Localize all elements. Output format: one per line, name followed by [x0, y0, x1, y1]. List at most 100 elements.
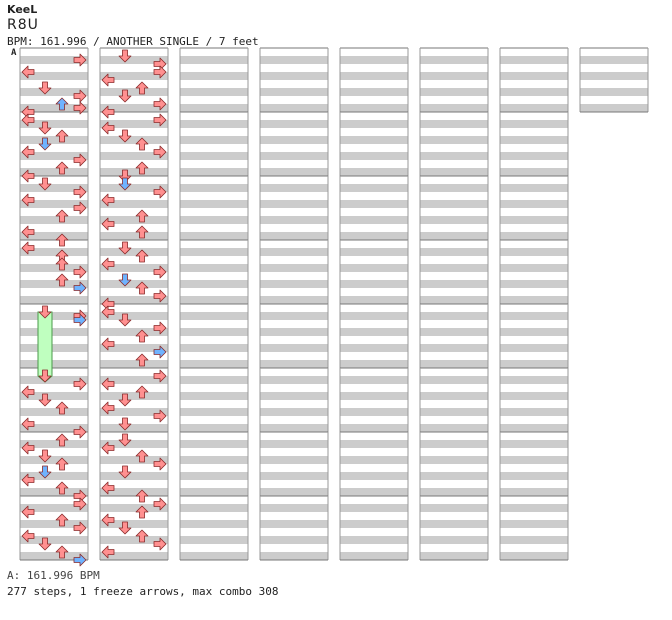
artist-name: KeeL: [7, 3, 38, 16]
measure: [19, 367, 89, 432]
up-arrow-icon: [135, 529, 149, 543]
measure: [259, 495, 329, 561]
left-arrow-icon: [101, 193, 115, 207]
up-arrow-icon: [55, 209, 69, 223]
measure: [179, 431, 249, 496]
up-arrow-icon: [135, 385, 149, 399]
chart-info: BPM: 161.996 / ANOTHER SINGLE / 7 feet: [7, 35, 259, 48]
down-arrow-icon: [118, 465, 132, 479]
down-arrow-icon: [38, 369, 52, 383]
down-arrow-icon: [118, 129, 132, 143]
up-arrow-icon: [135, 353, 149, 367]
right-arrow-icon: [73, 553, 87, 567]
up-arrow-icon: [55, 433, 69, 447]
right-arrow-icon: [153, 113, 167, 127]
left-arrow-icon: [101, 377, 115, 391]
up-arrow-icon: [55, 481, 69, 495]
down-arrow-icon: [118, 273, 132, 287]
left-arrow-icon: [21, 65, 35, 79]
right-arrow-icon: [73, 153, 87, 167]
right-arrow-icon: [73, 89, 87, 103]
measure: [19, 431, 89, 496]
measure: [259, 111, 329, 176]
down-arrow-icon: [118, 49, 132, 63]
left-arrow-icon: [101, 217, 115, 231]
right-arrow-icon: [153, 321, 167, 335]
left-arrow-icon: [101, 401, 115, 415]
measure: [499, 495, 569, 561]
down-arrow-icon: [38, 393, 52, 407]
measure: [19, 47, 89, 112]
up-arrow-icon: [135, 489, 149, 503]
up-arrow-icon: [55, 457, 69, 471]
left-arrow-icon: [101, 545, 115, 559]
measure: [259, 303, 329, 368]
up-arrow-icon: [55, 161, 69, 175]
measure: [499, 303, 569, 368]
measure: [499, 367, 569, 432]
measure: [419, 367, 489, 432]
right-arrow-icon: [153, 369, 167, 383]
right-arrow-icon: [153, 265, 167, 279]
right-arrow-icon: [153, 289, 167, 303]
left-arrow-icon: [21, 169, 35, 183]
up-arrow-icon: [135, 209, 149, 223]
right-arrow-icon: [153, 345, 167, 359]
up-arrow-icon: [135, 249, 149, 263]
up-arrow-icon: [135, 329, 149, 343]
left-arrow-icon: [21, 505, 35, 519]
measure: [339, 495, 409, 561]
measure: [419, 303, 489, 368]
measure: [339, 367, 409, 432]
up-arrow-icon: [55, 97, 69, 111]
down-arrow-icon: [118, 521, 132, 535]
left-arrow-icon: [21, 385, 35, 399]
measure: [339, 303, 409, 368]
footer-bpm: A: 161.996 BPM: [7, 569, 100, 582]
measure: [419, 495, 489, 561]
measure: [419, 239, 489, 304]
down-arrow-icon: [118, 89, 132, 103]
measure: [179, 111, 249, 176]
up-arrow-icon: [55, 273, 69, 287]
right-arrow-icon: [153, 457, 167, 471]
measure: [179, 495, 249, 561]
up-arrow-icon: [55, 257, 69, 271]
down-arrow-icon: [118, 433, 132, 447]
right-arrow-icon: [153, 97, 167, 111]
up-arrow-icon: [135, 161, 149, 175]
left-arrow-icon: [101, 441, 115, 455]
measure: [499, 431, 569, 496]
up-arrow-icon: [55, 233, 69, 247]
measure: [259, 175, 329, 240]
measure: [499, 239, 569, 304]
left-arrow-icon: [21, 193, 35, 207]
right-arrow-icon: [153, 537, 167, 551]
measure: [259, 239, 329, 304]
up-arrow-icon: [135, 225, 149, 239]
song-title: R8U: [7, 17, 39, 33]
left-arrow-icon: [21, 441, 35, 455]
measure: [419, 111, 489, 176]
measure: [179, 239, 249, 304]
right-arrow-icon: [153, 409, 167, 423]
measure: [259, 431, 329, 496]
down-arrow-icon: [38, 537, 52, 551]
down-arrow-icon: [38, 449, 52, 463]
up-arrow-icon: [55, 545, 69, 559]
down-arrow-icon: [38, 465, 52, 479]
right-arrow-icon: [73, 313, 87, 327]
left-arrow-icon: [101, 257, 115, 271]
left-arrow-icon: [21, 417, 35, 431]
measure: [179, 175, 249, 240]
up-arrow-icon: [135, 505, 149, 519]
up-arrow-icon: [55, 129, 69, 143]
right-arrow-icon: [153, 65, 167, 79]
left-arrow-icon: [101, 121, 115, 135]
measure: [339, 175, 409, 240]
left-arrow-icon: [101, 337, 115, 351]
right-arrow-icon: [73, 185, 87, 199]
left-arrow-icon: [21, 241, 35, 255]
right-arrow-icon: [153, 145, 167, 159]
measure: [339, 111, 409, 176]
